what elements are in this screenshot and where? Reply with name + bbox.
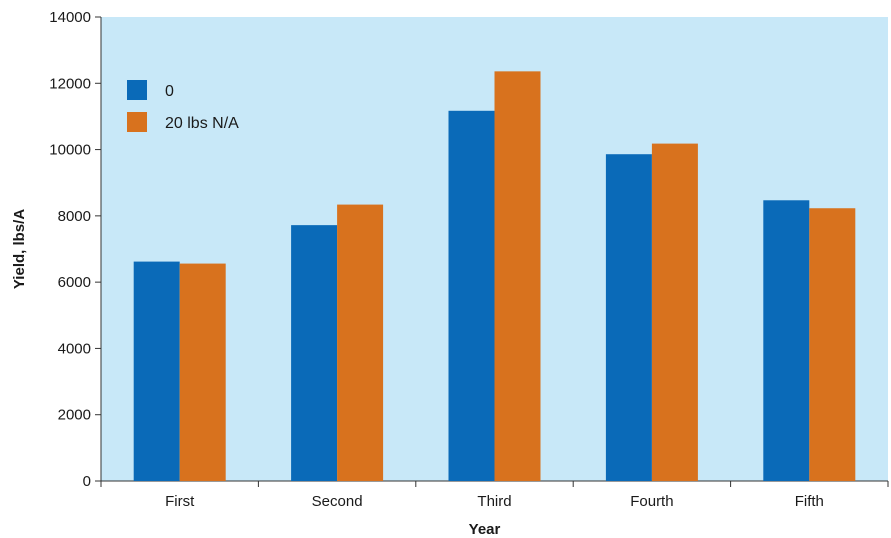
bar <box>291 225 338 481</box>
bar <box>763 200 810 481</box>
y-tick-label: 14000 <box>49 9 91 26</box>
bar <box>179 263 226 481</box>
legend-swatch <box>127 112 147 132</box>
x-tick-label: First <box>165 493 195 510</box>
bar <box>494 71 541 482</box>
bar <box>651 143 698 481</box>
y-tick-label: 2000 <box>58 407 91 424</box>
bar <box>809 208 856 481</box>
legend-swatch <box>127 80 147 100</box>
y-tick-label: 6000 <box>58 274 91 291</box>
bar <box>605 154 652 481</box>
legend: 0 20 lbs N/A <box>127 80 239 132</box>
y-tick-label: 4000 <box>58 340 91 357</box>
x-axis: First Second Third Fourth Fifth <box>100 480 889 510</box>
y-tick-label: 12000 <box>49 75 91 92</box>
x-tick-label: Third <box>477 493 511 510</box>
y-tick-label: 10000 <box>49 142 91 159</box>
bar <box>133 261 180 481</box>
legend-label: 0 <box>165 83 174 100</box>
legend-label: 20 lbs N/A <box>165 115 239 132</box>
x-tick-label: Fourth <box>630 493 673 510</box>
bar <box>448 110 495 482</box>
x-tick-label: Fifth <box>795 493 824 510</box>
y-tick-label: 0 <box>83 473 91 490</box>
x-tick-label: Second <box>312 493 363 510</box>
y-axis: 0 2000 4000 6000 8000 10000 12000 14000 <box>49 9 102 490</box>
y-tick-label: 8000 <box>58 208 91 225</box>
y-axis-title: Yield, lbs/A <box>11 209 28 289</box>
bars <box>133 71 856 482</box>
x-axis-title: Year <box>469 521 501 538</box>
bar <box>337 204 384 482</box>
